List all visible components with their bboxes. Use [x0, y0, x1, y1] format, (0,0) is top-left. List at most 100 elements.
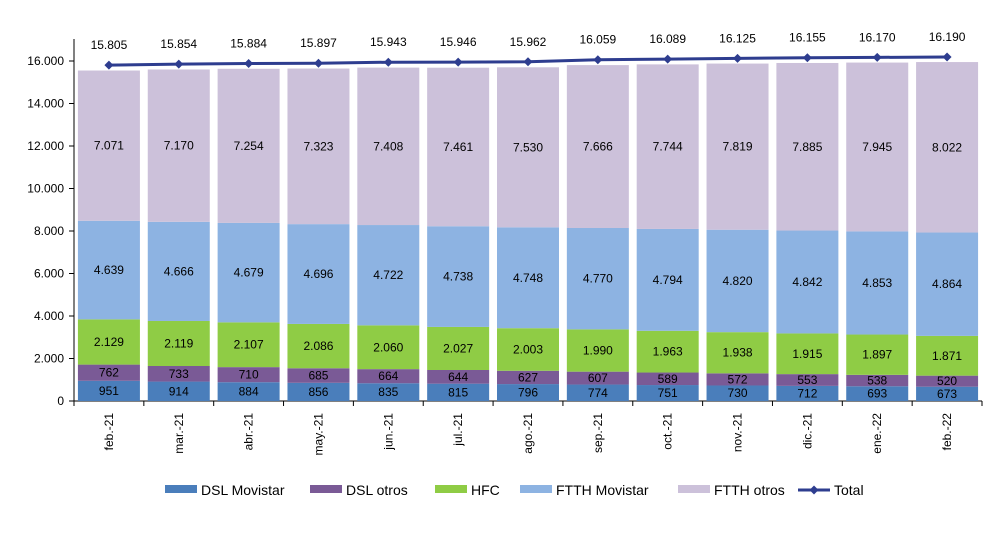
legend-label: Total: [834, 482, 864, 498]
data-label: 2.003: [513, 342, 543, 356]
x-tick-label: dic.-21: [800, 413, 814, 449]
data-label: 710: [239, 368, 259, 382]
total-marker: [802, 53, 812, 63]
bar-segment: [566, 329, 629, 372]
data-label: 4.666: [164, 264, 194, 278]
bar-segment: [497, 67, 559, 228]
legend-label: HFC: [471, 482, 500, 498]
bar-segment: [566, 384, 629, 401]
legend-swatch: [435, 485, 467, 493]
total-label: 15.805: [91, 38, 128, 52]
data-label: 7.945: [862, 140, 892, 154]
legend-swatch: [310, 485, 342, 493]
bar-segment: [706, 229, 769, 333]
bar-segment: [147, 366, 210, 382]
bar-segment: [776, 385, 839, 401]
bar-segment: [776, 230, 839, 334]
x-tick-label: jul.-21: [451, 413, 465, 447]
data-label: 7.744: [653, 140, 683, 154]
data-label: 4.842: [792, 275, 822, 289]
bar-segment: [287, 368, 350, 383]
bar-segment: [497, 384, 559, 401]
y-tick-label: 2.000: [34, 352, 64, 366]
bar-segment: [77, 380, 140, 401]
data-label: 520: [937, 374, 957, 388]
data-label: 712: [797, 386, 817, 400]
bar-segment: [706, 373, 769, 386]
total-marker: [872, 52, 882, 62]
bar-segment: [427, 326, 490, 370]
bar-segment: [636, 64, 699, 229]
data-label: 835: [378, 385, 398, 399]
bar-segment: [497, 370, 559, 385]
data-label: 7.461: [443, 140, 473, 154]
data-label: 1.915: [792, 347, 822, 361]
total-marker: [453, 57, 463, 67]
total-marker: [383, 57, 393, 67]
bar-segment: [147, 381, 210, 401]
data-label: 4.770: [583, 272, 613, 286]
total-label: 15.897: [300, 36, 337, 50]
total-label: 16.059: [579, 33, 616, 47]
data-label: 815: [448, 385, 468, 399]
bar-segment: [776, 333, 839, 375]
legend-marker: [809, 485, 819, 495]
total-marker: [593, 55, 603, 65]
legend-swatch: [678, 485, 710, 493]
data-label: 856: [308, 385, 328, 399]
bar-segment: [77, 364, 140, 381]
bar-segment: [217, 382, 280, 401]
y-tick-label: 6.000: [34, 267, 64, 281]
total-label: 15.884: [230, 36, 267, 50]
bar-segment: [706, 332, 769, 374]
data-label: 4.696: [303, 267, 333, 281]
bar-segment: [846, 231, 909, 335]
data-label: 7.323: [303, 139, 333, 153]
total-label: 16.125: [719, 31, 756, 45]
data-label: 685: [308, 369, 328, 383]
data-label: 644: [448, 370, 468, 384]
x-tick-label: nov.-21: [731, 413, 745, 452]
x-tick-label: feb.-21: [102, 413, 116, 451]
total-label: 15.854: [160, 37, 197, 51]
data-label: 4.820: [723, 274, 753, 288]
bar-segment: [357, 369, 420, 384]
bar-segment: [147, 69, 210, 222]
total-label: 15.943: [370, 35, 407, 49]
data-label: 7.071: [94, 139, 124, 153]
bar-segment: [357, 325, 420, 370]
bar-segment: [846, 62, 909, 232]
data-label: 1.897: [862, 348, 892, 362]
bar-segment: [566, 371, 629, 385]
data-label: 8.022: [932, 140, 962, 154]
total-marker: [733, 53, 743, 63]
data-label: 627: [518, 370, 538, 384]
data-label: 664: [378, 369, 398, 383]
data-label: 4.722: [373, 268, 403, 282]
data-label: 1.990: [583, 344, 613, 358]
data-label: 7.254: [234, 139, 264, 153]
bar-segment: [566, 65, 629, 229]
bar-segment: [427, 383, 490, 401]
data-label: 774: [588, 386, 608, 400]
data-label: 7.885: [792, 140, 822, 154]
total-label: 16.155: [789, 31, 826, 45]
x-tick-label: jun.-21: [381, 413, 395, 451]
bar-segment: [427, 67, 490, 227]
data-label: 607: [588, 371, 608, 385]
data-label: 2.129: [94, 335, 124, 349]
x-tick-label: oct.-21: [661, 413, 675, 450]
bar-segment: [846, 374, 909, 387]
data-label: 7.408: [373, 139, 403, 153]
data-label: 4.794: [653, 273, 683, 287]
x-tick-label: mar.-21: [172, 413, 186, 454]
data-label: 693: [867, 387, 887, 401]
legend-swatch: [520, 485, 552, 493]
data-label: 4.853: [862, 276, 892, 290]
data-label: 1.871: [932, 349, 962, 363]
x-tick-label: ene.-22: [870, 413, 884, 454]
bar-segment: [147, 221, 210, 321]
data-label: 7.819: [723, 140, 753, 154]
